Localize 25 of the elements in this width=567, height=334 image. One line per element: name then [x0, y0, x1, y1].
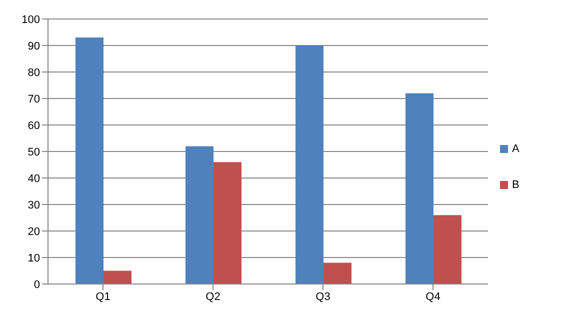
- y-tick-label: 70: [28, 93, 40, 106]
- y-tick-label: 0: [34, 278, 40, 291]
- bar: [214, 162, 242, 284]
- y-tick-label: 50: [28, 146, 40, 158]
- x-tick-label: Q2: [206, 290, 220, 303]
- bar: [76, 38, 104, 284]
- x-tick-label: Q4: [426, 290, 440, 303]
- y-tick-label: 20: [28, 226, 40, 238]
- y-tick-label: 100: [22, 14, 40, 26]
- bar: [186, 146, 214, 284]
- legend-label: B: [512, 179, 520, 191]
- y-tick-label: 60: [28, 120, 40, 132]
- x-tick-label: Q3: [316, 290, 330, 303]
- bar: [434, 215, 462, 284]
- bar: [324, 262, 352, 284]
- y-tick-label: 10: [28, 252, 40, 264]
- bar: [104, 270, 132, 284]
- y-tick-label: 30: [28, 199, 40, 212]
- y-tick-label: 90: [28, 40, 40, 52]
- y-tick-label: 40: [28, 172, 40, 185]
- bar: [406, 93, 434, 284]
- bar: [296, 46, 324, 284]
- y-tick-label: 80: [28, 66, 40, 79]
- x-tick-label: Q1: [96, 290, 110, 303]
- legend-label: A: [512, 143, 520, 155]
